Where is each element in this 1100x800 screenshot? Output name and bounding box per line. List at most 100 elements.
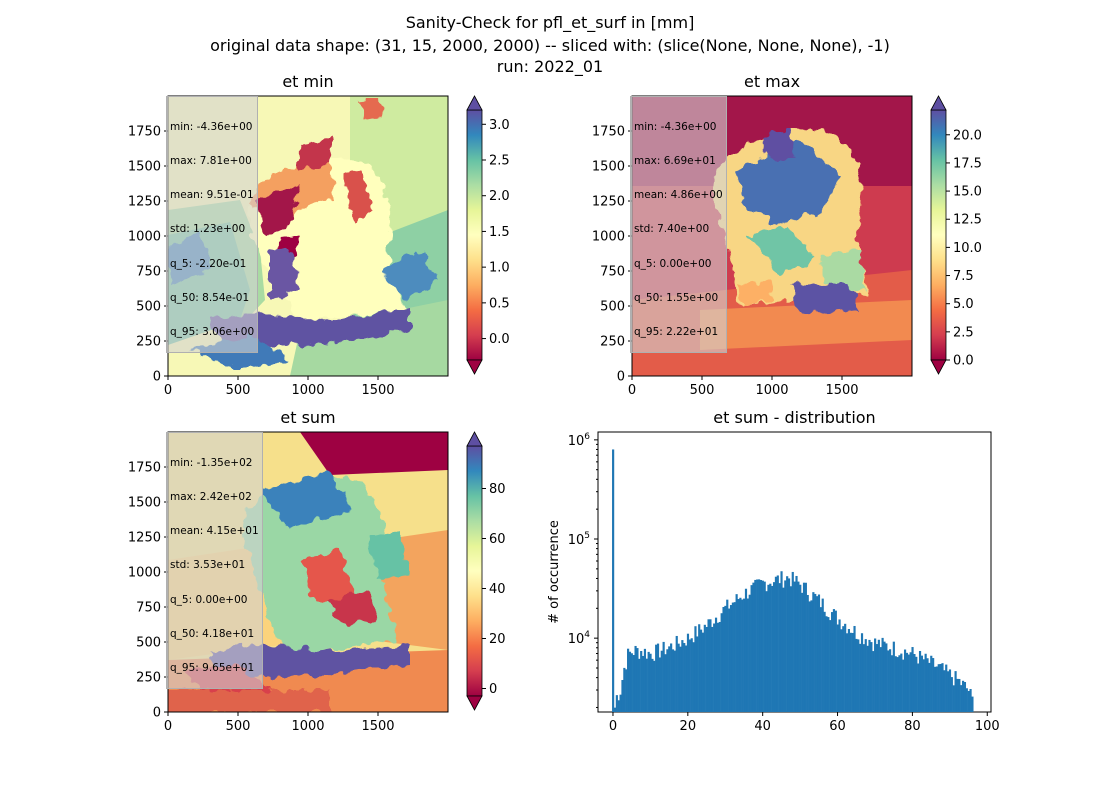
- histogram-bar: [726, 599, 729, 712]
- histogram-bar: [926, 658, 929, 712]
- histogram-bar: [868, 639, 871, 712]
- histogram-bar: [866, 645, 869, 712]
- y-tick-label: 1750: [128, 125, 161, 140]
- histogram-bar: [834, 610, 837, 712]
- histogram-ylabel: # of occurrence: [547, 520, 562, 624]
- histogram-bar: [920, 655, 923, 712]
- x-tick-label: 1500: [361, 383, 394, 398]
- stat-line: q_5: 0.00e+00: [634, 257, 712, 270]
- histogram-bar: [956, 678, 959, 712]
- histogram-bar: [666, 649, 669, 712]
- histogram-bar: [772, 582, 776, 712]
- histogram-bar: [845, 633, 849, 712]
- colorbar-et-max: [930, 95, 947, 375]
- histogram-bar: [750, 585, 753, 712]
- histogram-bar: [782, 587, 785, 712]
- histogram-bar: [649, 653, 652, 712]
- histogram-bar: [862, 644, 865, 712]
- histogram-bar: [937, 664, 940, 712]
- histogram-bar: [945, 664, 948, 712]
- histogram-bar: [915, 656, 918, 712]
- y-tick-label: 500: [136, 300, 161, 315]
- histogram-bar: [950, 677, 953, 712]
- histogram-bar: [617, 700, 620, 712]
- histogram-bar: [832, 609, 836, 712]
- stat-line: q_95: 9.65e+01: [170, 662, 255, 675]
- histogram-bar: [872, 651, 875, 712]
- y-tick-label: 0: [153, 370, 161, 385]
- histogram-bar: [716, 622, 720, 712]
- histogram-bar: [900, 653, 903, 712]
- histogram-bar: [905, 652, 909, 712]
- y-tick-label: 750: [600, 265, 625, 280]
- y-tick-label: 1000: [128, 230, 161, 245]
- x-tick-label: 500: [226, 719, 251, 734]
- histogram-bar: [887, 650, 890, 712]
- histogram-bar: [671, 649, 675, 712]
- histogram-bar: [686, 633, 690, 712]
- colorbar-tick-label: 15.0: [953, 185, 982, 200]
- histogram-bar: [816, 596, 819, 712]
- histogram-bar: [748, 594, 751, 712]
- histogram-bar: [965, 688, 968, 712]
- histogram-bar: [838, 619, 841, 712]
- histogram-bar: [714, 617, 718, 712]
- histogram-bar: [754, 579, 757, 712]
- histogram-bar: [817, 594, 821, 712]
- histogram-bar: [821, 598, 824, 712]
- histogram-bar: [780, 571, 783, 712]
- y-tick-label: 1750: [128, 461, 161, 476]
- colorbar-tick-label: 7.5: [953, 269, 974, 284]
- histogram-bar: [851, 632, 854, 712]
- histogram-bar: [786, 576, 789, 712]
- colorbar-tick-label: 20: [489, 632, 506, 647]
- stat-line: mean: 4.15e+01: [170, 525, 259, 538]
- x-tick-label: 500: [690, 383, 715, 398]
- histogram-bar: [774, 576, 778, 712]
- colorbar-tick-label: 1.5: [489, 225, 510, 240]
- figure-title-line-2: original data shape: (31, 15, 2000, 2000…: [210, 36, 890, 55]
- histogram-bar: [640, 651, 643, 712]
- histogram-bar: [883, 641, 886, 712]
- histogram-bar: [909, 652, 912, 712]
- histogram-bar: [797, 581, 800, 712]
- histogram-bar: [662, 641, 665, 712]
- histogram-bar: [922, 659, 925, 712]
- histogram-bar: [613, 707, 617, 712]
- stats-box-et-max: min: -4.36e+00 max: 6.69e+01 mean: 4.86e…: [630, 96, 727, 353]
- y-tick-label: 1500: [128, 496, 161, 511]
- x-tick-label: 60: [829, 719, 846, 734]
- histogram-bar: [720, 613, 723, 712]
- histogram-bar: [677, 643, 680, 712]
- histogram-bar: [830, 612, 834, 712]
- histogram-bar: [902, 659, 905, 712]
- histogram-bar: [763, 581, 766, 712]
- histogram-bar: [903, 649, 907, 712]
- histogram-bar: [683, 643, 686, 712]
- x-tick-label: 100: [975, 719, 1000, 734]
- stat-line: q_5: 0.00e+00: [170, 593, 248, 606]
- histogram-bar: [939, 663, 942, 712]
- histogram-bar: [795, 575, 798, 712]
- histogram-bar: [675, 635, 678, 712]
- y-tick-label: 1500: [128, 160, 161, 175]
- panel-title-et-min: et min: [282, 72, 334, 91]
- histogram-bar: [692, 642, 695, 712]
- stat-line: q_50: 1.55e+00: [634, 291, 719, 304]
- histogram-bar: [641, 655, 645, 712]
- histogram-bar: [694, 626, 697, 712]
- histogram-bar: [735, 594, 738, 712]
- stat-line: std: 1.23e+00: [170, 223, 246, 236]
- histogram-bar: [778, 583, 781, 712]
- colorbar-tick-label: 20.0: [953, 128, 982, 143]
- stat-line: q_95: 2.22e+01: [634, 326, 719, 339]
- histogram-bar: [804, 582, 807, 712]
- histogram-bar: [645, 658, 648, 712]
- colorbar-tick-label: 1.0: [489, 261, 510, 276]
- histogram-bar: [771, 585, 774, 712]
- histogram-bar: [918, 650, 922, 712]
- x-tick-label: 1500: [825, 383, 858, 398]
- stat-line: mean: 4.86e+00: [634, 189, 723, 202]
- panel-title-et-max: et max: [743, 72, 801, 91]
- histogram-bar: [656, 643, 660, 712]
